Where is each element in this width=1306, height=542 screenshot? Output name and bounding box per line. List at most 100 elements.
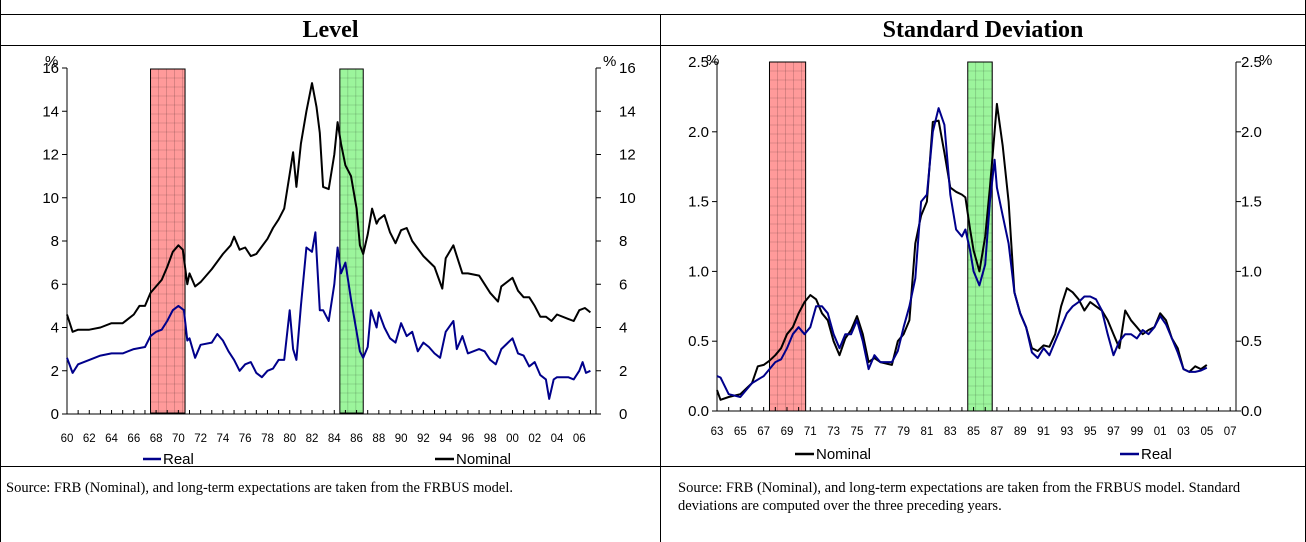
x-tick-label: 73 bbox=[827, 426, 840, 438]
x-tick-label: 81 bbox=[921, 426, 934, 438]
y-tick-label-left: 16 bbox=[42, 60, 59, 77]
y-tick-label-right: 8 bbox=[619, 233, 627, 250]
x-tick-label: 79 bbox=[897, 426, 910, 438]
x-tick-label: 80 bbox=[283, 433, 296, 445]
x-tick-label: 89 bbox=[1014, 426, 1027, 438]
x-tick-label: 84 bbox=[328, 433, 341, 445]
series-line-real bbox=[66, 231, 591, 400]
x-tick-label: 85 bbox=[967, 426, 980, 438]
y-unit-left: % bbox=[45, 53, 58, 70]
x-tick-label: 60 bbox=[61, 433, 74, 445]
x-tick-label: 97 bbox=[1107, 426, 1120, 438]
y-tick-label-right: 2.0 bbox=[1241, 124, 1262, 141]
x-tick-label: 62 bbox=[83, 433, 96, 445]
y-tick-label-left: 4 bbox=[51, 320, 59, 337]
x-tick-label: 90 bbox=[395, 433, 408, 445]
y-tick-label-right: 0.0 bbox=[1241, 403, 1262, 420]
source-note-std: Source: FRB (Nominal), and long-term exp… bbox=[678, 480, 1241, 514]
x-tick-label: 64 bbox=[105, 433, 118, 445]
y-tick-label-right: 14 bbox=[619, 103, 636, 120]
x-tick-label: 75 bbox=[851, 426, 864, 438]
x-tick-label: 68 bbox=[150, 433, 163, 445]
y-tick-label-left: 0.5 bbox=[688, 333, 709, 350]
series-line-real bbox=[716, 107, 1208, 398]
x-tick-label: 78 bbox=[261, 433, 274, 445]
y-tick-label-right: 12 bbox=[619, 147, 636, 164]
legend-label-nominal: Nominal bbox=[456, 451, 511, 466]
table-source-divider bbox=[0, 466, 1306, 467]
table-middle-border bbox=[660, 14, 661, 542]
table-header-divider bbox=[0, 45, 1306, 46]
x-tick-label: 03 bbox=[1177, 426, 1190, 438]
std-dev-chart: 0.0 0.0 0.5 0.5 1.0 1.0 1.5 1.5 2.0 2.0 2.5 2.5% % 63… bbox=[688, 52, 1272, 463]
shaded-period-0 bbox=[150, 68, 186, 414]
shaded-period-0 bbox=[768, 61, 807, 412]
y-tick-label-right: 0 bbox=[619, 406, 627, 423]
x-tick-label: 67 bbox=[757, 426, 770, 438]
table-left-border bbox=[0, 0, 1, 542]
x-tick-label: 07 bbox=[1224, 426, 1237, 438]
y-tick-label-left: 14 bbox=[42, 103, 59, 120]
y-tick-label-left: 2.5 bbox=[688, 54, 709, 71]
x-tick-label: 94 bbox=[439, 433, 452, 445]
x-tick-label: 87 bbox=[991, 426, 1004, 438]
y-tick-label-left: 2.0 bbox=[688, 124, 709, 141]
legend-label-real: Real bbox=[1141, 446, 1172, 463]
panel-title-level: Level bbox=[302, 17, 359, 43]
shaded-period-1 bbox=[339, 68, 364, 414]
x-tick-label: 01 bbox=[1154, 426, 1167, 438]
y-tick-label-right: 2 bbox=[619, 363, 627, 380]
x-tick-label: 74 bbox=[217, 433, 230, 445]
x-tick-label: 98 bbox=[484, 433, 497, 445]
x-tick-label: 65 bbox=[734, 426, 747, 438]
series-line-nominal bbox=[716, 102, 1208, 401]
x-tick-label: 00 bbox=[506, 433, 519, 445]
x-tick-label: 95 bbox=[1084, 426, 1097, 438]
x-tick-label: 92 bbox=[417, 433, 430, 445]
x-tick-label: 72 bbox=[194, 433, 207, 445]
x-tick-label: 99 bbox=[1130, 426, 1143, 438]
x-tick-label: 86 bbox=[350, 433, 363, 445]
source-note-level: Source: FRB (Nominal), and long-term exp… bbox=[6, 480, 513, 496]
table-top-border bbox=[0, 14, 1306, 15]
y-tick-label-left: 6 bbox=[51, 276, 59, 293]
y-tick-label-right: 2.5 bbox=[1241, 54, 1262, 71]
y-tick-label-left: 12 bbox=[42, 147, 59, 164]
series-line-nominal bbox=[66, 82, 592, 333]
y-tick-label-right: 4 bbox=[619, 320, 627, 337]
x-tick-label: 96 bbox=[462, 433, 475, 445]
x-tick-label: 88 bbox=[372, 433, 385, 445]
x-tick-label: 93 bbox=[1060, 426, 1073, 438]
legend-label-real: Real bbox=[163, 451, 194, 466]
y-tick-label-right: 1.5 bbox=[1241, 194, 1262, 211]
x-tick-label: 02 bbox=[528, 433, 541, 445]
x-tick-label: 76 bbox=[239, 433, 252, 445]
y-tick-label-left: 8 bbox=[51, 233, 59, 250]
y-tick-label-right: 16 bbox=[619, 60, 636, 77]
y-tick-label-right: 10 bbox=[619, 190, 636, 207]
panel-title-std: Standard Deviation bbox=[882, 17, 1084, 43]
y-tick-label-left: 1.0 bbox=[688, 263, 709, 280]
x-tick-label: 04 bbox=[551, 433, 564, 445]
x-tick-label: 63 bbox=[711, 426, 724, 438]
y-unit-right: % bbox=[603, 53, 616, 70]
x-tick-label: 05 bbox=[1200, 426, 1213, 438]
x-tick-label: 71 bbox=[804, 426, 817, 438]
y-tick-label-left: 10 bbox=[42, 190, 59, 207]
y-unit-right: % bbox=[1259, 52, 1272, 69]
y-tick-label-left: 2 bbox=[51, 363, 59, 380]
y-tick-label-right: 1.0 bbox=[1241, 263, 1262, 280]
y-tick-label-left: 1.5 bbox=[688, 194, 709, 211]
y-unit-left: % bbox=[706, 52, 719, 69]
y-tick-label-left: 0.0 bbox=[688, 403, 709, 420]
y-tick-label-right: 6 bbox=[619, 276, 627, 293]
x-tick-label: 66 bbox=[127, 433, 140, 445]
x-tick-label: 77 bbox=[874, 426, 887, 438]
x-tick-label: 70 bbox=[172, 433, 185, 445]
y-tick-label-left: 0 bbox=[51, 406, 59, 423]
x-tick-label: 83 bbox=[944, 426, 957, 438]
x-tick-label: 69 bbox=[781, 426, 794, 438]
legend-label-nominal: Nominal bbox=[816, 446, 871, 463]
